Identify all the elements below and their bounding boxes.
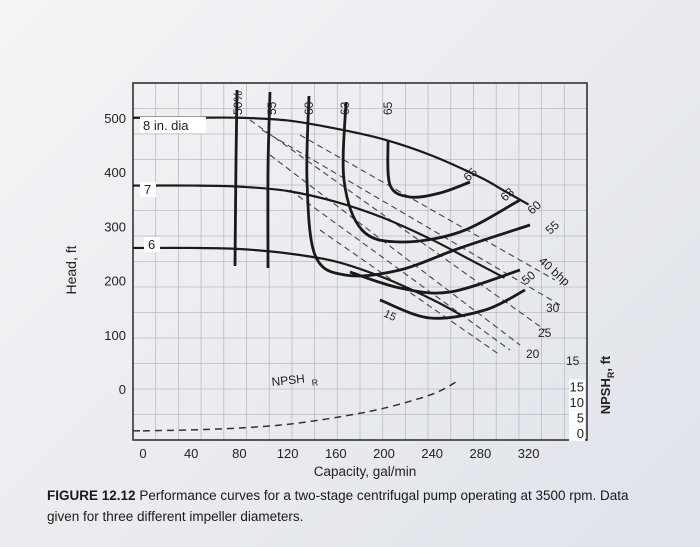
y-tick-label: 0 [119,382,126,397]
npsh-curve [142,381,457,432]
bhp-line [249,119,546,331]
eff-50 [233,89,239,267]
y2-tick-bg [569,426,585,441]
x-tick-label: 280 [470,446,492,461]
x-axis-label: Capacity, gal/min [314,464,417,479]
head-curve-6in [133,246,463,317]
y2-axis-label-sub: R [606,371,616,378]
label-bg [140,117,206,133]
bhp-line [319,229,501,356]
label-bhp: 20 [526,347,540,361]
bhp-line [269,154,521,346]
label-eff-top: 50% [231,91,245,115]
label-eff-top: 65 [381,101,395,115]
efficiency-curves [233,89,531,320]
label-6in: 6 [148,237,155,252]
bhp-line [299,134,556,281]
label-bhp: 15 [566,354,580,368]
y-tick-label: 200 [104,274,126,289]
y-tick-label: 300 [104,219,126,234]
label-eff-top: 55 [265,101,279,115]
x-tick-label: 80 [232,446,246,461]
label-npsh: NPSH [271,372,306,389]
plot-frame [132,82,588,441]
y-tick-label: 500 [104,111,126,126]
label-bhp-15-inner: 15 [382,308,398,324]
label-8in-dia: 8 in. dia [143,118,189,133]
bhp-line [261,129,561,306]
label-eff-top: 63 [338,101,352,115]
label-eff-right: 65 [461,165,481,185]
y2-axis-label: NPSHR, ft [598,355,616,414]
head-curves [133,116,530,432]
grid-lines [133,83,587,440]
y2-tick-bg [569,379,585,395]
y2-tick-label: 15 [570,380,584,395]
x-tick-label: 200 [373,446,395,461]
y-axis-label: Head, ft [63,245,79,294]
caption-text: Performance curves for a two-stage centr… [47,488,629,524]
bhp-line [289,189,511,351]
y2-tick-label: 10 [570,395,584,410]
eff-65 [386,139,471,199]
y2-axis-label-unit: , ft [598,355,613,372]
x-tick-label: 120 [277,446,299,461]
y2-tick-label: 5 [577,411,584,426]
label-7in: 7 [144,182,151,197]
x-tick-label: 320 [518,446,540,461]
figure-caption: FIGURE 12.12 Performance curves for a tw… [47,485,657,527]
label-eff-top: 60 [302,101,316,115]
eff-60 [305,95,531,278]
performance-chart: 0 40 80 120 160 200 240 280 32001002003004005001… [63,82,616,479]
eff-63 [341,101,521,244]
label-npsh-sub: R [311,377,319,388]
y2-tick-bg [569,395,585,410]
y2-axis-label-main: NPSH [598,378,613,414]
label-bhp: 25 [538,326,552,340]
x-tick-label: 240 [421,446,443,461]
label-bg [144,237,160,252]
eff-low-1 [349,268,521,295]
x-tick-label: 0 [139,446,146,461]
bhp-dashed-lines [249,119,561,356]
y-tick-label: 100 [104,328,126,343]
x-tick-label: 160 [325,446,347,461]
y2-tick-bg [569,410,585,426]
y2-tick-label: 0 [577,426,584,441]
x-tick-label: 40 [184,446,198,461]
eff-low-2 [379,288,526,320]
label-bg [140,182,156,197]
y-tick-label: 400 [104,165,126,180]
tick-labels: 0 40 80 120 160 200 240 280 32001002003004005001… [104,111,585,461]
head-curve-7in [133,184,506,279]
label-bhp: 30 [546,301,560,315]
eff-55 [266,91,272,269]
label-eff-right: 55 [543,218,563,238]
figure-number: FIGURE 12.12 [47,488,136,503]
label-bhp: 50 [519,268,538,288]
